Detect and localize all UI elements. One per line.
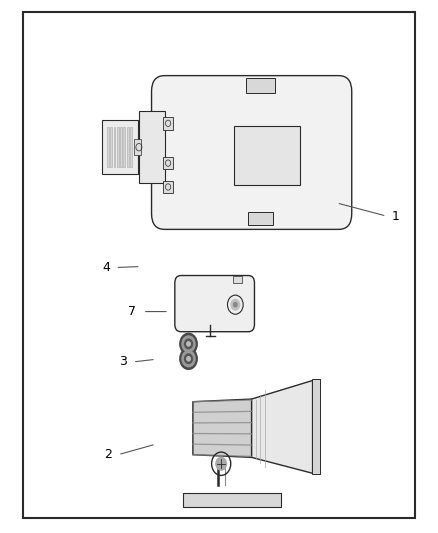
Bar (110, 127, 112, 167)
Circle shape (233, 303, 237, 307)
Circle shape (187, 342, 190, 346)
FancyBboxPatch shape (246, 78, 275, 93)
Bar (233, 276, 242, 284)
Circle shape (182, 351, 195, 367)
Polygon shape (252, 381, 313, 473)
FancyBboxPatch shape (183, 493, 281, 507)
FancyBboxPatch shape (139, 111, 166, 183)
Circle shape (182, 336, 195, 352)
Text: 3: 3 (119, 356, 127, 368)
FancyBboxPatch shape (312, 379, 320, 474)
Bar (130, 127, 132, 167)
FancyBboxPatch shape (152, 76, 352, 229)
Circle shape (185, 339, 192, 349)
Text: 1: 1 (391, 209, 399, 223)
Bar (127, 127, 128, 167)
Circle shape (216, 457, 226, 470)
Text: 4: 4 (102, 261, 110, 274)
Bar (124, 127, 125, 167)
FancyBboxPatch shape (234, 126, 300, 184)
Circle shape (231, 300, 240, 310)
FancyBboxPatch shape (248, 212, 272, 224)
Bar (114, 127, 116, 167)
FancyBboxPatch shape (102, 120, 138, 174)
Circle shape (180, 333, 197, 354)
Bar (120, 127, 122, 167)
Polygon shape (193, 399, 252, 457)
FancyBboxPatch shape (175, 276, 254, 332)
Bar (107, 127, 109, 167)
Bar (134, 139, 141, 155)
Circle shape (180, 348, 197, 369)
Text: 2: 2 (104, 448, 112, 461)
FancyBboxPatch shape (163, 181, 173, 193)
FancyBboxPatch shape (163, 157, 173, 169)
Text: 7: 7 (128, 305, 136, 318)
FancyBboxPatch shape (163, 117, 173, 130)
Circle shape (185, 354, 192, 364)
Circle shape (187, 357, 190, 361)
Bar (117, 127, 119, 167)
